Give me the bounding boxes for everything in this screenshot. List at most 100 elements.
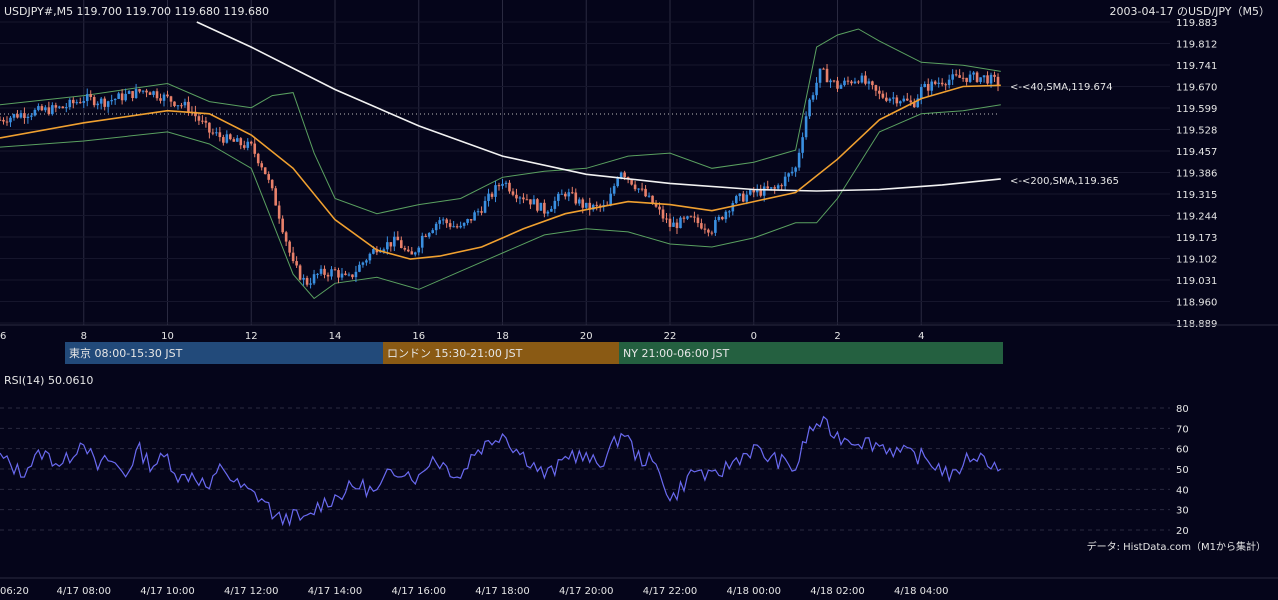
price-y-tick: 119.102 xyxy=(1176,255,1217,266)
candle-body xyxy=(937,82,940,84)
candle-body xyxy=(515,194,518,199)
candle-body xyxy=(298,265,302,280)
candle-body xyxy=(61,106,65,109)
price-x-tick: 12 xyxy=(245,331,258,342)
candle-body xyxy=(148,92,152,95)
candle-body xyxy=(857,81,860,83)
rsi-title: RSI(14) 50.0610 xyxy=(4,374,93,387)
price-panel: 119.883 119.812 119.741 119.670 119.599 119.5… xyxy=(0,0,1270,342)
candle-body xyxy=(916,98,920,108)
candle-body xyxy=(469,219,473,221)
candle-body xyxy=(745,194,749,202)
candle-body xyxy=(393,236,396,247)
candle-body xyxy=(989,74,993,84)
candle-body xyxy=(176,105,180,107)
candle-body xyxy=(853,81,857,84)
candle-body xyxy=(912,102,916,108)
price-y-tick: 119.315 xyxy=(1176,190,1217,201)
candle-body xyxy=(445,219,448,224)
candle-body xyxy=(843,80,846,86)
candle-body xyxy=(417,247,421,253)
rsi-series xyxy=(0,415,1002,527)
rsi-y-axis: 80 70 60 50 40 30 20 xyxy=(1176,404,1189,537)
candle-body xyxy=(229,134,232,140)
candle-body xyxy=(728,211,731,213)
candle-body xyxy=(246,141,250,148)
candle-body xyxy=(406,249,410,252)
candle-body xyxy=(731,203,735,212)
candle-body xyxy=(413,252,417,255)
sessions-bar: 東京 08:00-15:30 JST ロンドン 15:30-21:00 JST … xyxy=(65,342,1003,364)
candle-body xyxy=(309,283,312,285)
candle-body xyxy=(351,274,354,278)
candle-body xyxy=(204,120,208,123)
price-x-tick: 22 xyxy=(664,331,677,342)
candle-body xyxy=(169,96,173,102)
candle-body xyxy=(637,188,640,190)
rsi-panel: RSI(14) 50.0610 80 70 60 50 40 30 20 データ: Hist… xyxy=(0,374,1266,553)
candle-body xyxy=(82,101,86,103)
candle-body xyxy=(354,271,358,278)
candle-body xyxy=(752,189,756,193)
candle-body xyxy=(762,186,766,196)
candle-body xyxy=(658,206,661,210)
candle-body xyxy=(815,82,818,96)
candle-body xyxy=(954,74,958,76)
candle-body xyxy=(138,89,141,92)
candle-body xyxy=(438,220,441,224)
candle-body xyxy=(633,184,637,190)
candle-body xyxy=(619,172,623,179)
candle-body xyxy=(19,113,23,118)
price-x-axis: 6 8 10 12 14 16 18 20 22 0 2 4 xyxy=(0,331,924,342)
candle-body xyxy=(508,182,511,192)
price-x-tick: 2 xyxy=(834,331,840,342)
candle-body xyxy=(337,270,340,278)
candle-body xyxy=(389,242,393,247)
candle-body xyxy=(539,202,543,211)
candle-body xyxy=(696,217,700,224)
candle-body xyxy=(525,199,529,201)
candle-body xyxy=(532,199,536,205)
candle-body xyxy=(211,132,215,134)
candle-body xyxy=(735,196,738,204)
candle-body xyxy=(895,97,899,104)
candle-body xyxy=(162,94,166,101)
time-tick: 4/17 20:00 xyxy=(559,586,613,597)
candle-body xyxy=(982,75,986,78)
candle-body xyxy=(993,74,996,77)
candle-body xyxy=(274,188,277,206)
candle-body xyxy=(940,82,944,85)
candle-body xyxy=(2,119,5,122)
candle-body xyxy=(141,90,145,92)
candle-body xyxy=(885,97,888,101)
candle-body xyxy=(103,98,106,107)
moving-averages xyxy=(0,21,1001,260)
candle-body xyxy=(672,222,675,227)
candle-body xyxy=(689,216,693,218)
candle-body xyxy=(344,273,347,275)
candle-body xyxy=(403,247,407,250)
candle-body xyxy=(323,268,326,275)
candle-body xyxy=(194,111,197,117)
candle-body xyxy=(933,81,937,84)
rsi-y-tick: 40 xyxy=(1176,485,1189,496)
candle-body xyxy=(347,274,351,276)
candle-body xyxy=(410,251,414,255)
time-tick: 4/18 04:00 xyxy=(894,586,948,597)
candle-body xyxy=(372,249,375,254)
price-x-tick: 8 xyxy=(81,331,87,342)
time-tick: 4/17 14:00 xyxy=(308,586,362,597)
price-y-tick: 119.812 xyxy=(1176,40,1217,51)
candle-body xyxy=(769,187,773,189)
candle-body xyxy=(96,103,100,106)
candle-body xyxy=(550,208,553,212)
candle-body xyxy=(818,68,822,83)
candle-body xyxy=(288,241,291,253)
candle-body xyxy=(804,116,808,138)
candle-body xyxy=(546,211,550,214)
candle-body xyxy=(75,102,79,104)
price-x-tick: 16 xyxy=(412,331,425,342)
candle-body xyxy=(518,197,522,199)
